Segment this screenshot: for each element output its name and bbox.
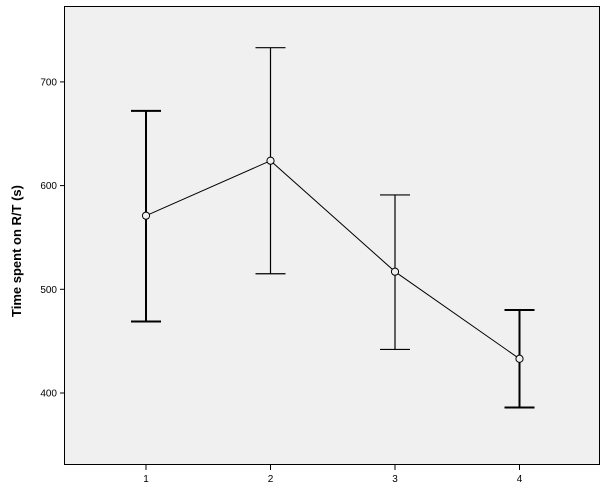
x-tick-label: 4 (517, 474, 523, 485)
y-tick-label: 500 (40, 285, 57, 296)
y-tick-label: 400 (40, 389, 57, 400)
y-axis-title: Time spent on R/T (s) (9, 185, 24, 317)
data-markers (141, 156, 524, 363)
y-tick-label: 600 (40, 181, 57, 192)
y-axis: 400 500 600 700 (40, 77, 65, 400)
y-tick-label: 700 (40, 77, 57, 88)
data-point (515, 354, 524, 363)
data-point (141, 211, 151, 220)
plot-area (64, 6, 600, 465)
x-tick-label: 3 (392, 474, 398, 485)
data-point (390, 267, 400, 276)
x-axis: 1 2 3 4 (143, 465, 523, 485)
x-tick-label: 1 (143, 474, 149, 485)
x-tick-label: 2 (268, 474, 274, 485)
series-line (145, 160, 520, 360)
data-point (266, 156, 275, 165)
